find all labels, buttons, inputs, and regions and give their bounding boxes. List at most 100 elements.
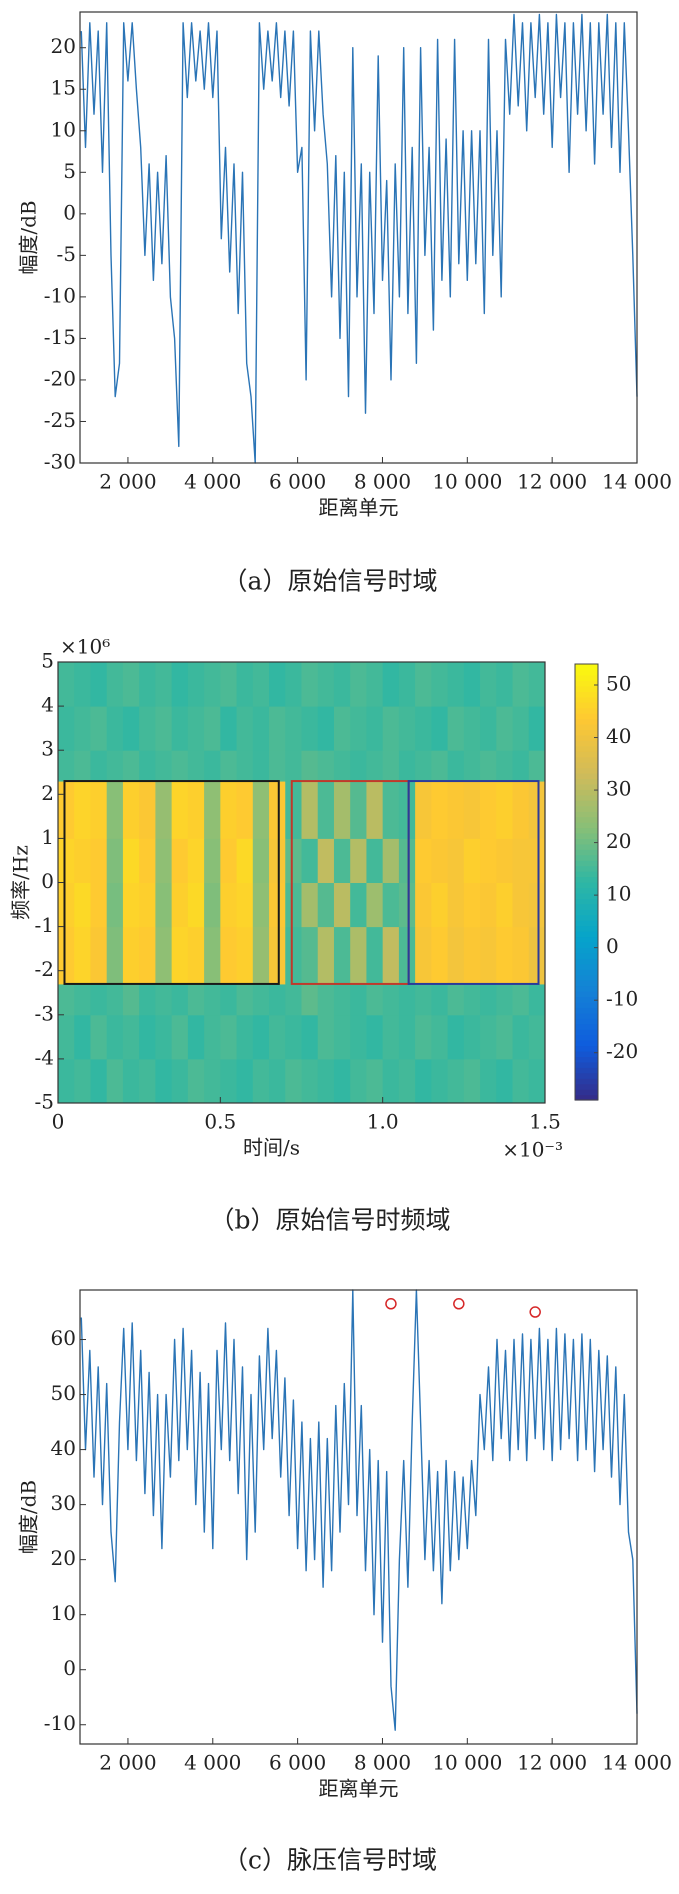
heatmap-cell [236,706,254,751]
heatmap-cell [415,983,432,1016]
heatmap-cell [480,882,497,928]
heatmap-cell [350,1058,367,1104]
heatmap-cell [139,1014,156,1060]
heatmap-cell [382,838,400,883]
heatmap-cell [171,926,189,985]
heatmap-cell [90,1058,108,1104]
heatmap-cell [269,750,286,782]
colorbar-step [575,1072,598,1079]
colorbar-step [575,783,598,790]
colorbar-step [575,1018,598,1025]
colorbar-tick-label: 10 [606,882,631,906]
heatmap-cell [447,882,465,928]
heatmap-cell [171,706,189,751]
colorbar-step [575,865,598,872]
colorbar-step [575,1067,598,1074]
heatmap-cell [366,781,384,839]
x-tick-label: 8 000 [354,1751,411,1775]
colorbar-step [575,1045,598,1052]
heatmap-cell [187,1058,205,1104]
heatmap-cell [220,706,238,751]
caption: （a）原始信号时域 [223,567,438,596]
heatmap-cell [187,1014,205,1060]
colorbar-tick-label: 20 [606,829,631,853]
heatmap-cell [366,882,384,928]
heatmap-cell [512,781,530,839]
heatmap-cell [398,882,416,928]
heatmap-cell [155,706,173,751]
heatmap-cell [528,926,546,985]
heatmap-cell [171,983,189,1016]
colorbar-step [575,882,598,889]
heatmap-cell [171,662,189,707]
colorbar-step [575,729,598,736]
y-tick-label: -10 [44,283,76,307]
colorbar-tick-label: 40 [606,724,631,748]
heatmap-cell [447,983,465,1016]
heatmap-cell [155,781,173,839]
heatmap-cell [398,1014,416,1060]
colorbar-step [575,898,598,905]
heatmap-cell [269,926,286,985]
heatmap-cell [350,706,367,751]
colorbar-step [575,811,598,818]
heatmap-cell [252,706,270,751]
heatmap-cell [301,1014,319,1060]
colorbar-step [575,963,598,970]
heatmap-cell [106,838,124,883]
colorbar-step [575,664,598,671]
heatmap-cell [122,706,140,751]
colorbar-step [575,974,598,981]
heatmap-cell [350,838,367,883]
heatmap-cell [431,882,449,928]
heatmap-cell [122,781,140,839]
heatmap-cell [463,1058,481,1104]
heatmap-cell [90,882,108,928]
heatmap-cell [512,983,530,1016]
heatmap-cell [90,838,108,883]
heatmap-cell [269,1058,286,1104]
colorbar-step [575,832,598,839]
heatmap-cell [236,781,254,839]
heatmap-cell [528,706,546,751]
heatmap-cell [463,781,481,839]
heatmap-cell [480,781,497,839]
heatmap-cell [187,882,205,928]
heatmap-cell [398,706,416,751]
colorbar-step [575,1050,598,1057]
y-tick-label: 0 [63,1656,76,1680]
heatmap-cell [366,983,384,1016]
x-tick-label: 2 000 [99,470,156,494]
colorbar-step [575,947,598,954]
heatmap-cell [204,750,221,782]
heatmap-cell [463,882,481,928]
colorbar-step [575,941,598,948]
heatmap-cell [269,1014,286,1060]
heatmap-cell [220,662,238,707]
heatmap-cell [252,838,270,883]
peak-marker [453,1298,465,1310]
heatmap-cell [301,662,319,707]
heatmap-cell [204,926,221,985]
heatmap-cell [415,1058,432,1104]
heatmap-cell [269,662,286,707]
x-tick-label: 1.0 [367,1110,399,1134]
colorbar-step [575,751,598,758]
heatmap-cell [204,706,221,751]
heatmap-cell [90,750,108,782]
heatmap-cell [463,838,481,883]
colorbar-step [575,762,598,769]
heatmap-cell [447,781,465,839]
heatmap-cell [447,926,465,985]
heatmap-cell [317,1058,335,1104]
heatmap-cell [155,750,173,782]
heatmap-cell [236,838,254,883]
heatmap-cell [155,1058,173,1104]
heatmap-cell [398,926,416,985]
colorbar-step [575,680,598,687]
heatmap-cell [382,983,400,1016]
heatmap-cell [187,706,205,751]
heatmap-cell [106,983,124,1016]
y-tick-label: 5 [63,159,76,183]
heatmap-cell [269,983,286,1016]
